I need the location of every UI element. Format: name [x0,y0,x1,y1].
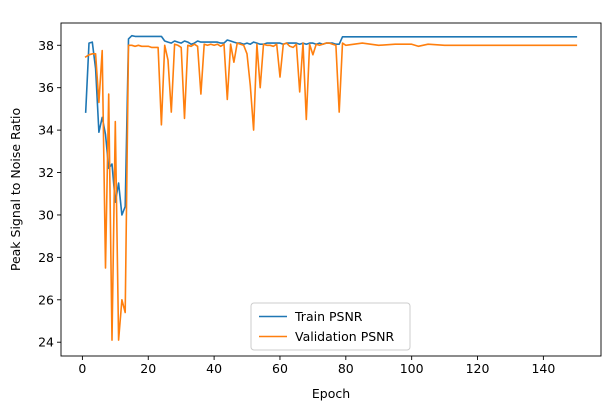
y-axis-label: Peak Signal to Noise Ratio [8,108,23,271]
legend-box [250,302,411,351]
legend-items: Train PSNR Validation PSNR [259,309,395,344]
x-axis-label: Epoch [312,386,350,401]
y-tick-label: 34 [38,123,54,138]
x-tick-label: 40 [206,361,222,376]
series-line-validation-psnr [84,42,578,341]
legend-label: Validation PSNR [295,329,395,344]
plot-area: 0 20 40 60 80 100 120 140 24 26 28 30 32 34 36 38 [38,22,602,376]
y-tick-label: 32 [38,165,54,180]
y-tick-label: 36 [38,80,54,95]
x-tick-label: 0 [78,361,86,376]
series-layer [84,34,578,341]
x-tick-label: 80 [338,361,354,376]
legend: Train PSNR Validation PSNR [250,302,411,351]
x-axis-ticks: 0 20 40 60 80 100 120 140 [78,356,555,376]
y-tick-label: 30 [38,207,54,222]
y-tick-label: 38 [38,38,54,53]
x-tick-label: 140 [531,361,555,376]
plot-frame [60,22,602,357]
x-tick-label: 20 [140,361,156,376]
legend-label: Train PSNR [294,309,363,324]
x-tick-label: 60 [272,361,288,376]
y-axis-ticks: 24 26 28 30 32 34 36 38 [38,38,61,350]
y-tick-label: 26 [38,292,54,307]
y-tick-label: 28 [38,250,54,265]
y-tick-label: 24 [38,335,54,350]
x-tick-label: 120 [466,361,490,376]
x-tick-label: 100 [400,361,424,376]
